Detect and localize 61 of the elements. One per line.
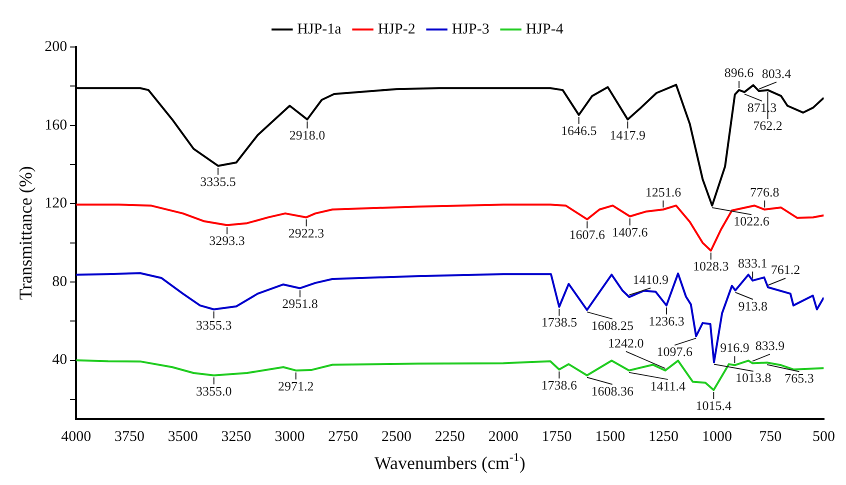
annotation: 1417.9 — [610, 127, 646, 142]
annotation: 3293.3 — [209, 233, 245, 248]
y-tick-label: 200 — [44, 38, 68, 55]
annotation: 1097.6 — [656, 344, 694, 360]
annotation: 1251.6 — [645, 184, 682, 200]
annotation: 2918.0 — [289, 127, 326, 142]
x-tick-label: 3250 — [221, 428, 252, 445]
x-tick-label: 3500 — [168, 428, 198, 445]
x-tick-label: 750 — [759, 428, 782, 445]
annotation: 761.2 — [770, 262, 800, 278]
annotation: 765.3 — [784, 370, 814, 386]
y-tick-label: 120 — [44, 196, 68, 212]
annotation: 1013.8 — [735, 370, 772, 386]
annotation: 3335.5 — [200, 174, 236, 189]
annotation: 776.8 — [750, 184, 780, 200]
annotation: 1411.4 — [650, 378, 686, 394]
annotation: 833.9 — [755, 338, 785, 354]
y-axis-title: Transmittance (%) — [16, 166, 36, 300]
annotation: 913.8 — [738, 298, 768, 314]
y-tick-label: 80 — [52, 274, 68, 290]
annotation: 3355.0 — [196, 383, 232, 398]
annotation: 916.9 — [720, 340, 750, 356]
x-tick-label: 1000 — [702, 428, 732, 445]
annotation: 1608.36 — [591, 383, 634, 398]
x-tick-label: 2750 — [328, 428, 358, 445]
annotation: 833.1 — [738, 256, 768, 270]
legend-label: HJP-4 — [526, 21, 564, 38]
x-tick-label: 1250 — [648, 428, 679, 445]
y-tick-label: 40 — [52, 352, 68, 368]
x-tick-label: 500 — [812, 428, 835, 445]
annotation: 1738.6 — [541, 377, 578, 392]
annotation: 3355.3 — [196, 317, 232, 332]
x-tick-label: 3000 — [274, 428, 305, 445]
annotation: 1738.5 — [541, 314, 578, 330]
x-tick-label: 2250 — [434, 428, 465, 445]
annotation: 1407.6 — [612, 224, 648, 240]
x-tick-label: 1500 — [595, 428, 626, 445]
annotation: 2971.2 — [278, 378, 314, 394]
legend-label: HJP-2 — [378, 21, 416, 38]
x-tick-label: 3750 — [114, 428, 145, 445]
annotation: 1236.3 — [648, 313, 684, 328]
annotation: 762.2 — [753, 118, 782, 133]
annotation: 1608.25 — [591, 318, 634, 333]
annotation: 2951.8 — [282, 296, 318, 312]
x-tick-label: 4000 — [61, 428, 92, 445]
annotation: 2922.3 — [288, 225, 324, 240]
annotation: 1242.0 — [608, 335, 644, 350]
x-tick-label: 1750 — [542, 428, 572, 445]
x-tick-label: 2500 — [382, 428, 412, 445]
annotation: 1646.5 — [560, 122, 597, 138]
annotation: 1015.4 — [696, 398, 732, 413]
annotation: 896.6 — [724, 64, 754, 80]
annotation: 1410.9 — [632, 272, 668, 287]
annotation: 1028.3 — [693, 258, 729, 274]
y-tick-label: 160 — [44, 117, 68, 134]
annotation: 1022.6 — [734, 214, 770, 229]
annotation: 803.4 — [762, 66, 792, 81]
annotation: 1607.6 — [569, 227, 606, 242]
x-tick-label: 2000 — [488, 428, 518, 445]
legend-label: HJP-1a — [297, 21, 342, 38]
legend-label: HJP-3 — [452, 21, 490, 38]
